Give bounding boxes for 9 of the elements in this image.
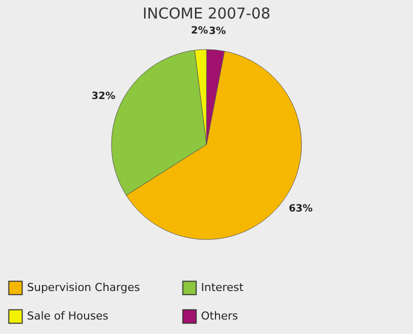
chart-title: INCOME 2007-08: [142, 4, 270, 23]
legend-label: Sale of Houses: [27, 310, 109, 322]
legend-label: Interest: [201, 280, 244, 294]
data-label: 32%: [91, 90, 116, 102]
data-label: 63%: [288, 204, 313, 215]
legend-label: Others: [201, 310, 238, 322]
data-label: 2%: [191, 26, 208, 37]
legend-label: Supervision Charges: [27, 280, 140, 294]
data-label: 3%: [208, 26, 226, 38]
